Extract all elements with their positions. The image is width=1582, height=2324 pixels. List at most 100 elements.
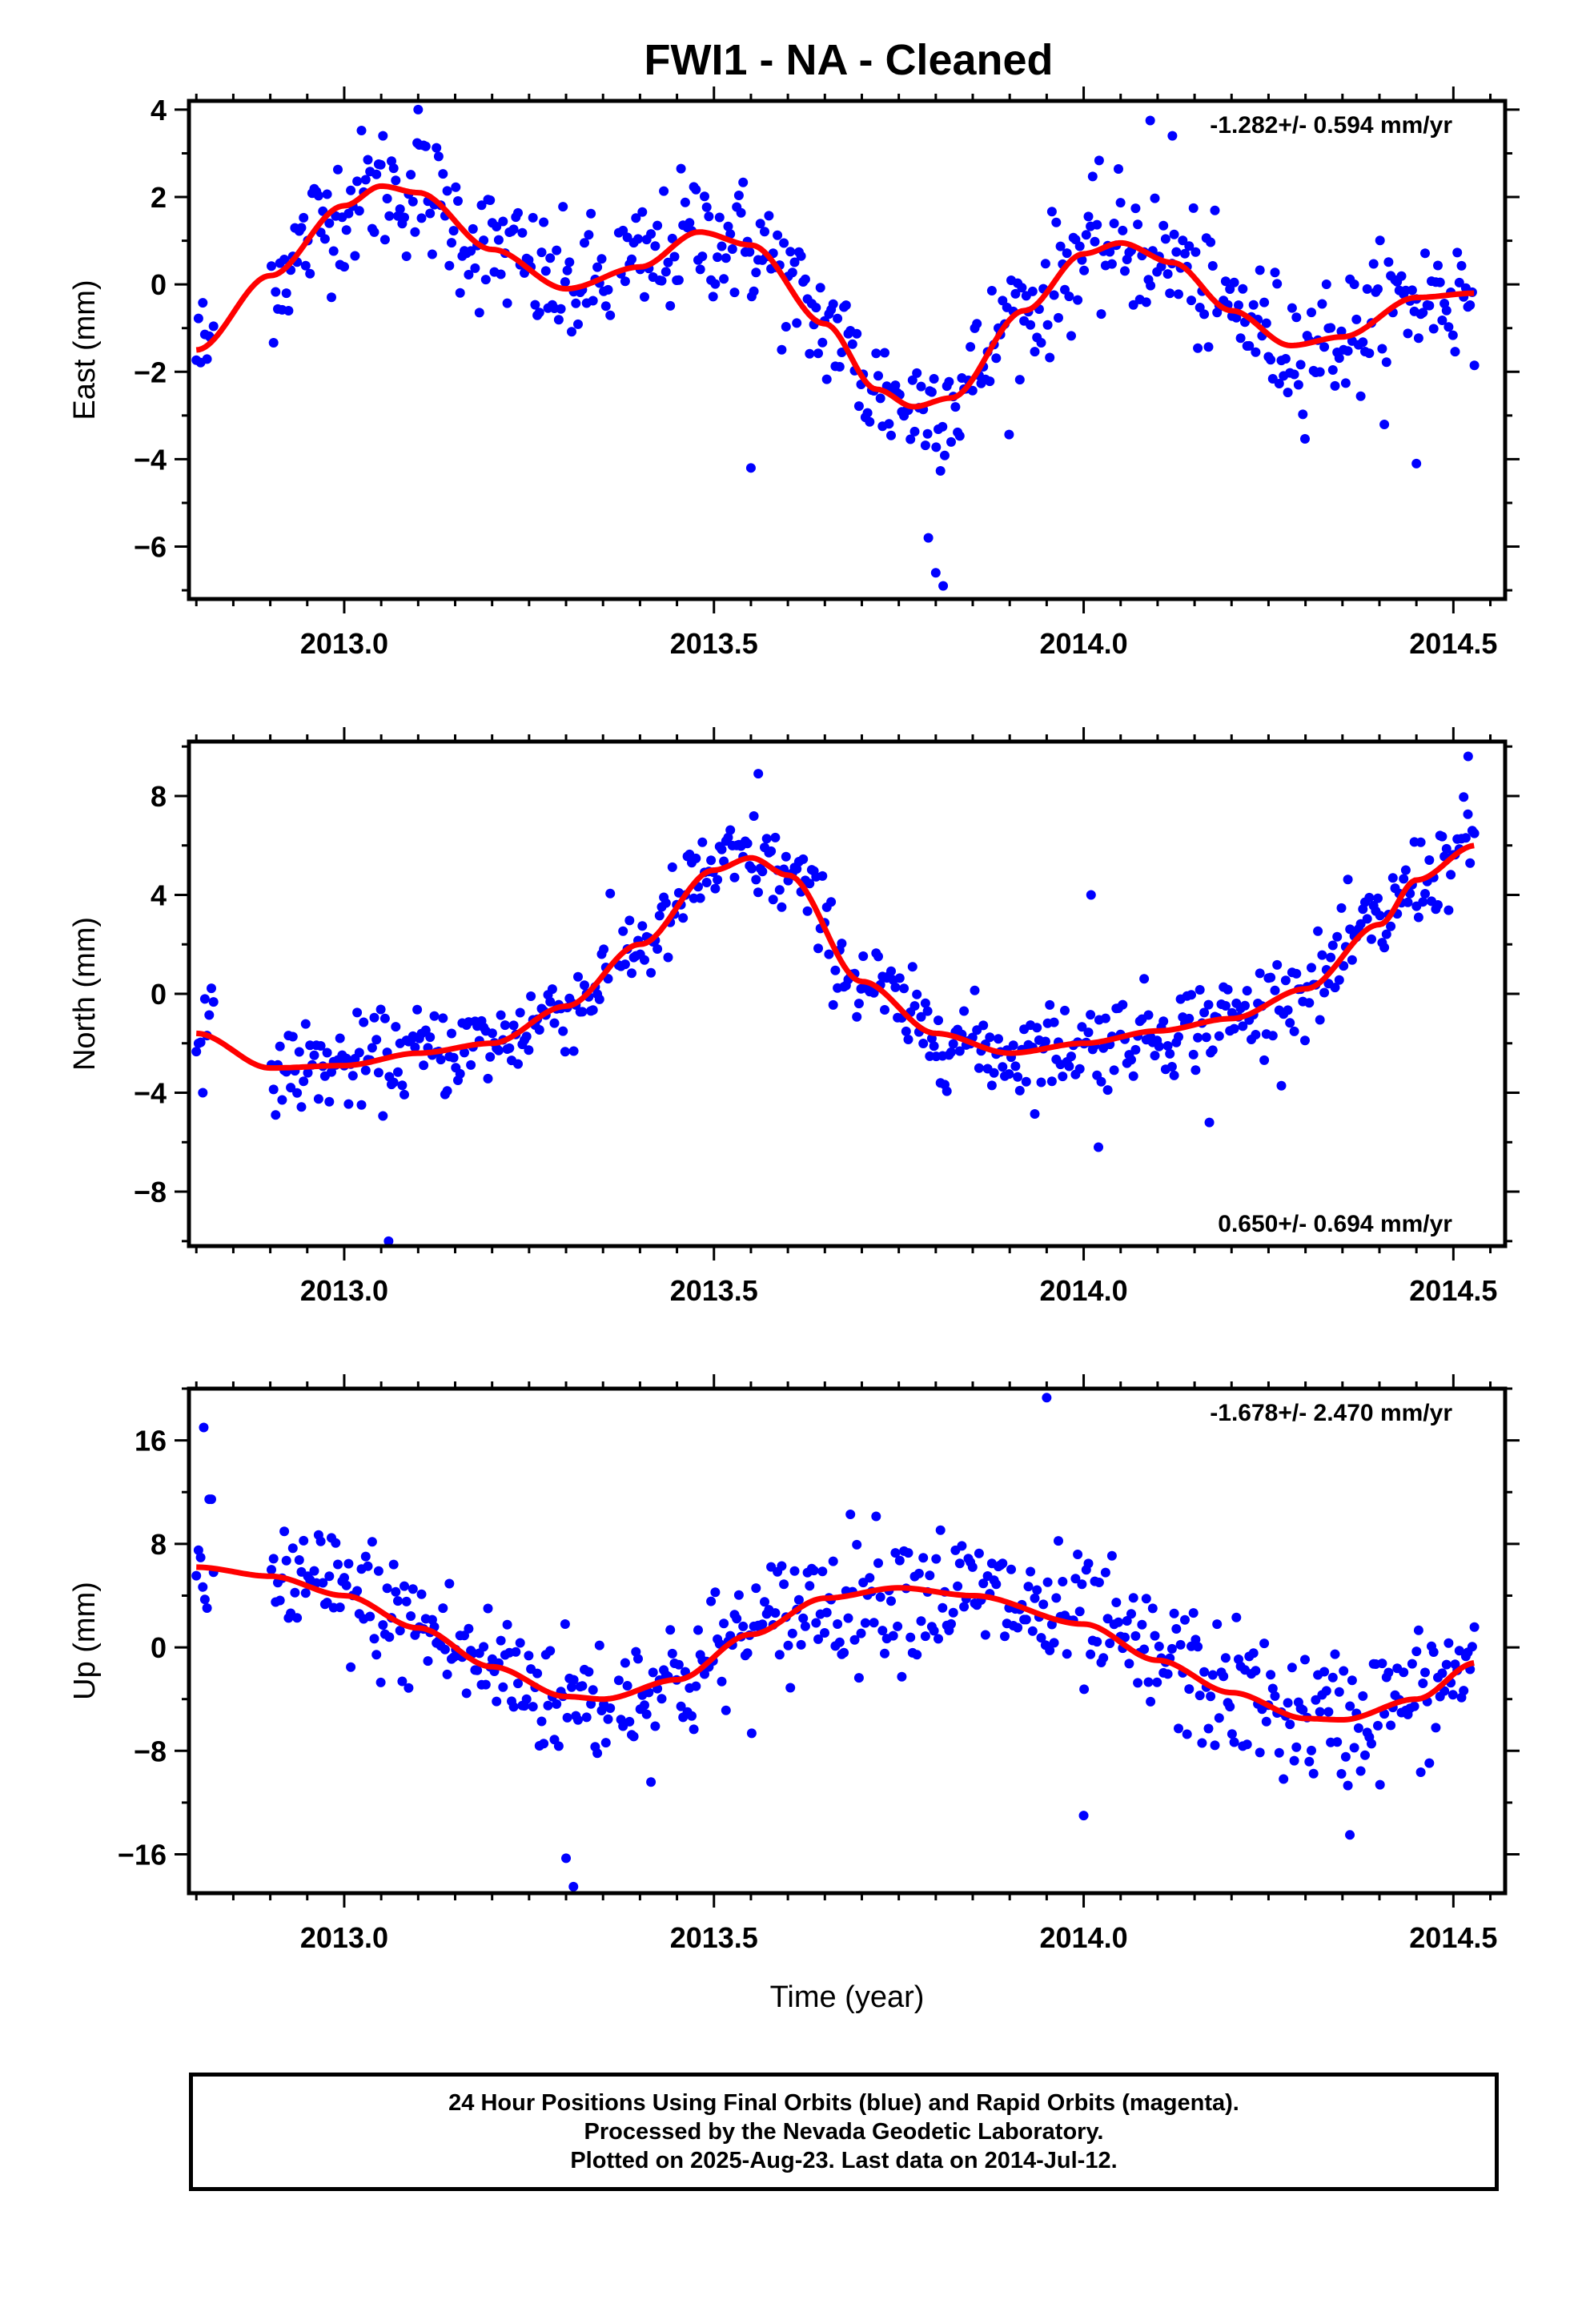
data-point: [545, 1646, 556, 1656]
data-point: [1030, 1593, 1040, 1603]
data-point: [530, 300, 540, 310]
data-point: [603, 284, 613, 295]
data-point: [1415, 1767, 1426, 1777]
data-point: [1411, 1647, 1422, 1657]
data-point: [432, 143, 442, 153]
data-point: [343, 1099, 354, 1109]
data-point: [476, 200, 487, 211]
data-point: [1437, 1668, 1447, 1679]
data-point: [787, 1628, 797, 1638]
data-point: [1298, 409, 1308, 420]
data-point: [1162, 1041, 1173, 1051]
data-point: [460, 1047, 469, 1058]
data-point: [875, 1592, 885, 1602]
data-point: [1229, 1023, 1239, 1034]
data-point: [929, 374, 939, 384]
data-point: [1096, 1076, 1106, 1087]
data-point: [455, 1068, 465, 1079]
data-point: [719, 1618, 729, 1629]
data-point: [1214, 1713, 1224, 1723]
data-point: [1347, 1675, 1357, 1686]
data-point: [442, 1669, 452, 1679]
data-point: [468, 223, 478, 234]
data-point: [622, 1681, 632, 1691]
data-point: [534, 308, 544, 318]
data-point: [286, 1083, 296, 1093]
data-point: [1326, 952, 1336, 963]
data-point: [1128, 300, 1138, 310]
data-point: [1300, 434, 1310, 444]
data-point: [406, 170, 416, 180]
data-point: [480, 275, 491, 285]
data-point: [852, 1539, 862, 1550]
data-point: [661, 898, 671, 908]
data-point: [1160, 234, 1170, 244]
data-point: [1210, 205, 1220, 215]
data-point: [1353, 1723, 1363, 1733]
data-point: [470, 263, 480, 273]
data-point: [817, 870, 828, 881]
data-point: [1062, 1649, 1072, 1659]
data-point: [1307, 963, 1316, 973]
data-point: [1049, 1017, 1059, 1027]
data-point: [577, 1007, 588, 1017]
data-point: [646, 1777, 656, 1787]
data-point: [268, 338, 279, 348]
data-point: [498, 216, 508, 227]
data-point: [903, 1548, 913, 1558]
data-point: [1367, 1739, 1376, 1749]
data-point: [406, 1611, 416, 1621]
data-point: [1418, 308, 1428, 318]
data-point: [279, 1526, 290, 1537]
data-point: [1381, 929, 1391, 939]
data-point: [998, 296, 1008, 306]
data-point: [751, 875, 761, 885]
data-point: [562, 1712, 572, 1723]
data-point: [1459, 792, 1469, 802]
data-point: [717, 241, 727, 251]
data-point: [869, 1618, 879, 1628]
data-point: [1045, 999, 1055, 1010]
data-point: [287, 1031, 298, 1042]
data-point: [1355, 1766, 1366, 1776]
data-point: [880, 348, 889, 358]
data-point: [384, 1632, 395, 1642]
data-point: [907, 962, 917, 972]
data-point: [1105, 1638, 1115, 1648]
data-point: [830, 965, 841, 975]
data-point: [1319, 342, 1330, 352]
data-point: [1090, 236, 1100, 247]
data-point: [1279, 1774, 1289, 1784]
plot-frame: [187, 739, 1508, 1248]
data-point: [998, 1062, 1008, 1072]
data-point: [1214, 1031, 1224, 1041]
data-point: [613, 1675, 624, 1686]
data-point: [706, 855, 717, 866]
data-point: [1327, 940, 1338, 951]
data-point: [695, 264, 705, 275]
data-point: [1437, 831, 1447, 842]
data-point: [805, 348, 815, 359]
footer-line-1: 24 Hour Positions Using Final Orbits (bl…: [448, 2090, 1239, 2116]
data-point: [540, 266, 551, 276]
data-point: [517, 227, 528, 238]
data-point: [1373, 893, 1383, 903]
data-point: [640, 955, 649, 965]
data-point: [1433, 260, 1443, 271]
data-point: [1074, 1606, 1085, 1617]
data-point: [789, 257, 800, 267]
data-point: [553, 315, 564, 325]
data-point: [1469, 1622, 1480, 1632]
y-tick-label: 16: [135, 1425, 167, 1458]
data-point: [1452, 247, 1463, 258]
data-point: [1013, 1622, 1023, 1633]
data-point: [905, 1632, 916, 1642]
data-point: [1049, 1638, 1059, 1648]
data-point: [785, 1683, 796, 1693]
data-point: [1242, 986, 1252, 996]
data-point: [1087, 171, 1098, 182]
data-point: [1102, 1614, 1113, 1624]
data-point: [198, 1582, 208, 1592]
data-point: [967, 385, 978, 396]
y-axis-label: North (mm): [68, 917, 102, 1071]
